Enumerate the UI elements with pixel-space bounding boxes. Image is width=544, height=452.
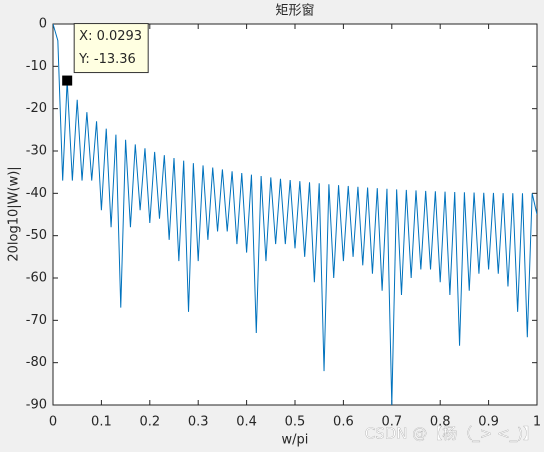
y-axis-label: 20log10|W(w)|	[7, 166, 22, 261]
plot-area	[52, 23, 538, 406]
x-tick-label: 0.1	[91, 415, 112, 430]
chart-title: 矩形窗	[275, 3, 314, 19]
datatip-x: X: 0.0293	[79, 29, 142, 44]
y-tick-label: -10	[26, 59, 47, 74]
x-tick-label: 0.4	[236, 415, 257, 430]
y-tick-label: -80	[26, 355, 47, 370]
x-tick-label: 0.5	[285, 415, 306, 430]
x-tick-label: 0.2	[139, 415, 160, 430]
x-tick-label: 0	[49, 415, 57, 430]
datatip-marker	[62, 75, 73, 86]
x-axis-label: w/pi	[282, 433, 309, 448]
watermark: CSDN @【杨（_> <_)】	[365, 425, 538, 444]
y-tick-label: 0	[39, 17, 47, 32]
datatip-box	[73, 23, 149, 74]
y-tick-label: -60	[26, 271, 47, 286]
x-tick-label: 1	[533, 415, 541, 430]
spectrum-line	[53, 24, 537, 405]
y-tick-label: -70	[26, 313, 47, 328]
y-tick-label: -30	[26, 144, 47, 159]
datatip-y: Y: -13.36	[78, 52, 136, 67]
y-tick-label: -90	[26, 398, 47, 413]
y-tick-label: -40	[26, 186, 47, 201]
x-tick-label: 0.9	[478, 415, 499, 430]
x-tick-label: 0.8	[430, 415, 451, 430]
x-tick-label: 0.6	[333, 415, 354, 430]
y-tick-label: -20	[26, 101, 47, 116]
x-tick-label: 0.3	[188, 415, 209, 430]
x-tick-label: 0.7	[381, 415, 402, 430]
y-tick-label: -50	[26, 228, 47, 243]
